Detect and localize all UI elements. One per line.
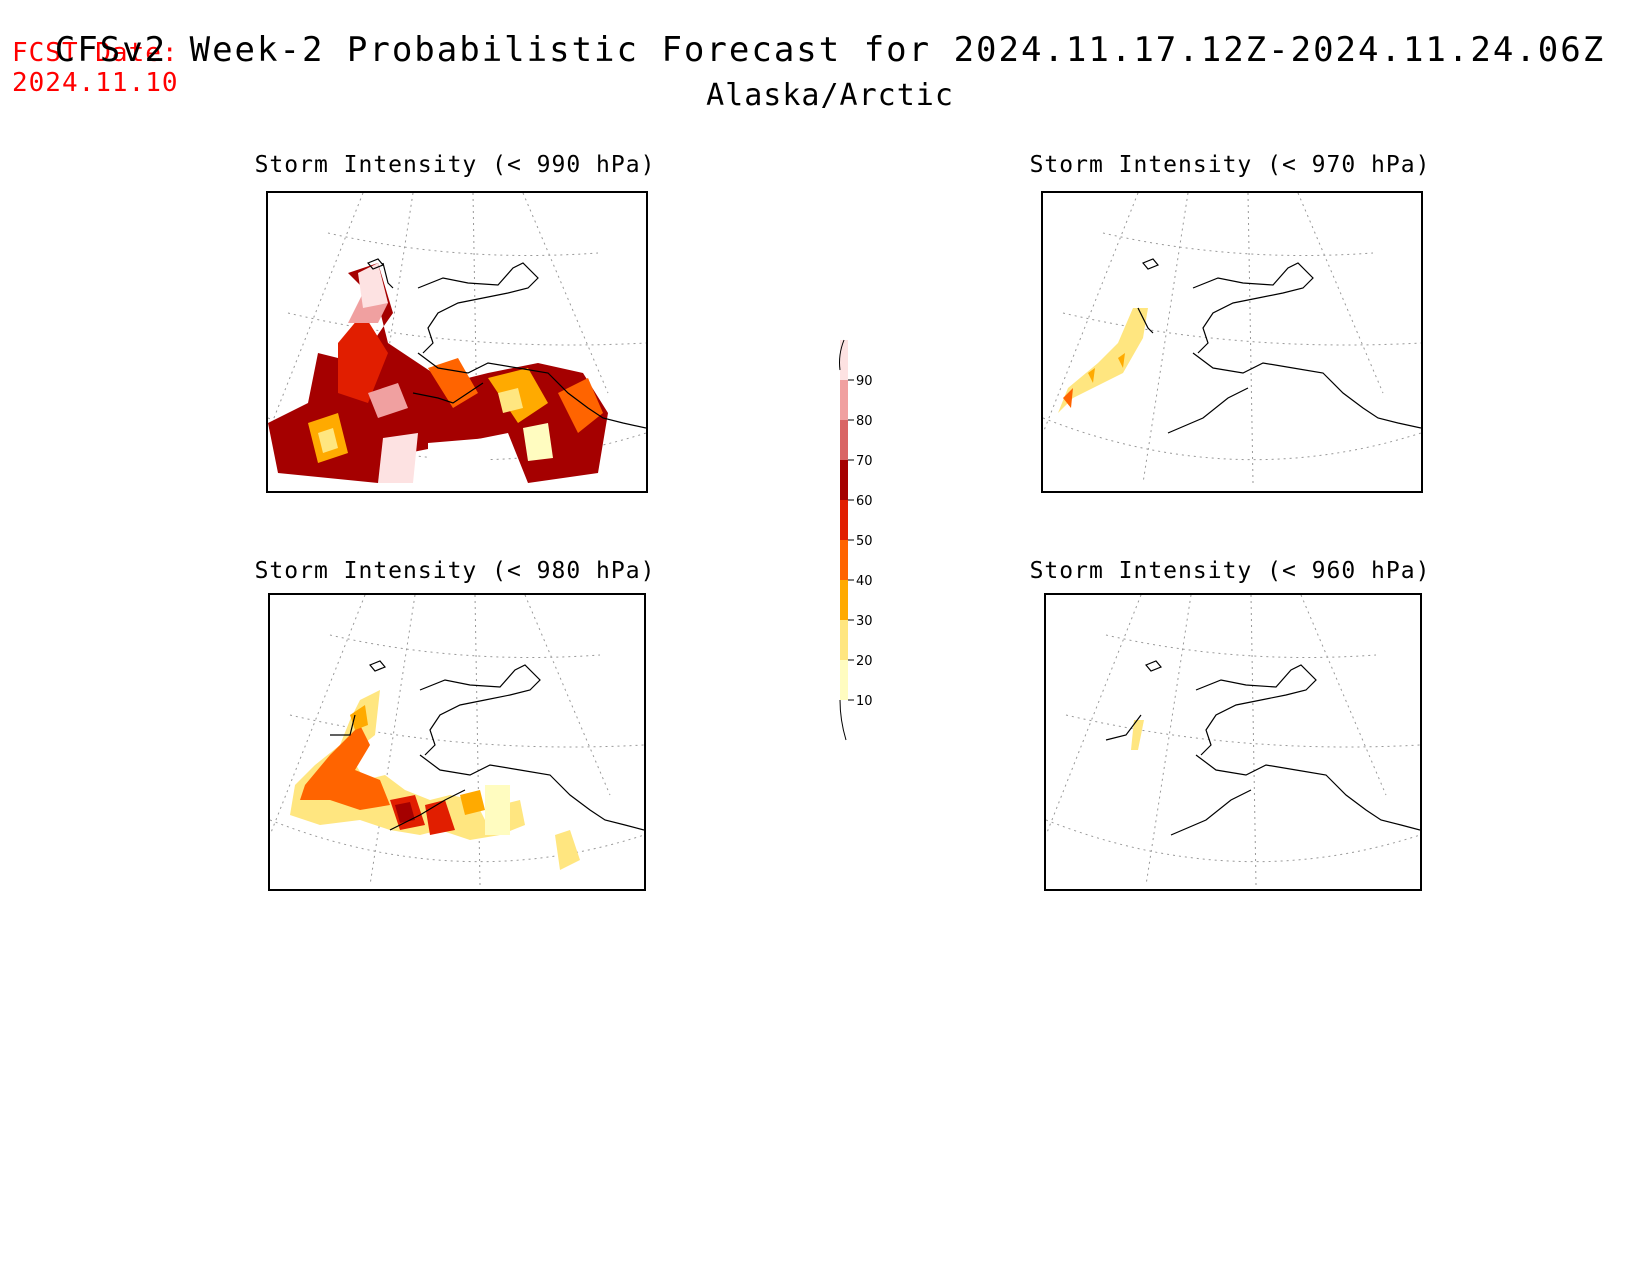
panel-title-990: Storm Intensity (< 990 hPa) — [254, 152, 656, 178]
colorbar-label: 90 — [856, 374, 873, 389]
colorbar-segment — [840, 460, 848, 500]
page-title: CFSv2 Week-2 Probabilistic Forecast for … — [54, 30, 1606, 70]
colorbar-segment — [840, 380, 848, 420]
panel-title-960: Storm Intensity (< 960 hPa) — [1029, 558, 1431, 584]
map-980 — [270, 595, 644, 886]
map-960 — [1046, 595, 1420, 886]
colorbar-label: 80 — [856, 414, 873, 429]
forecast-date-block: FCST Date: 2024.11.10 — [12, 38, 179, 98]
colorbar-segment — [840, 540, 848, 580]
colorbar-label: 40 — [856, 574, 873, 589]
colorbar-label: 50 — [856, 534, 873, 549]
map-panel-960 — [1044, 593, 1422, 891]
colorbar-segment — [840, 340, 848, 380]
colorbar-label: 70 — [856, 454, 873, 469]
map-panel-990 — [266, 191, 648, 493]
colorbar-segment — [840, 580, 848, 620]
map-970 — [1043, 193, 1421, 484]
colorbar: 10 20 30 40 50 60 70 80 90 — [839, 339, 873, 741]
colorbar-label: 10 — [856, 694, 873, 709]
fcst-date-value: 2024.11.10 — [12, 68, 179, 98]
map-panel-980 — [268, 593, 646, 891]
colorbar-segment — [840, 500, 848, 540]
colorbar-label: 20 — [856, 654, 873, 669]
panel-title-970: Storm Intensity (< 970 hPa) — [1029, 152, 1431, 178]
colorbar-label: 60 — [856, 494, 873, 509]
colorbar-segment — [840, 620, 848, 660]
map-panel-970 — [1041, 191, 1423, 493]
page-subtitle: Alaska/Arctic — [706, 78, 954, 113]
fcst-date-label: FCST Date: — [12, 38, 179, 68]
map-990 — [268, 193, 646, 484]
panel-title-980: Storm Intensity (< 980 hPa) — [254, 558, 656, 584]
colorbar-label: 30 — [856, 614, 873, 629]
colorbar-segment — [840, 420, 848, 460]
colorbar-segment — [840, 660, 848, 700]
